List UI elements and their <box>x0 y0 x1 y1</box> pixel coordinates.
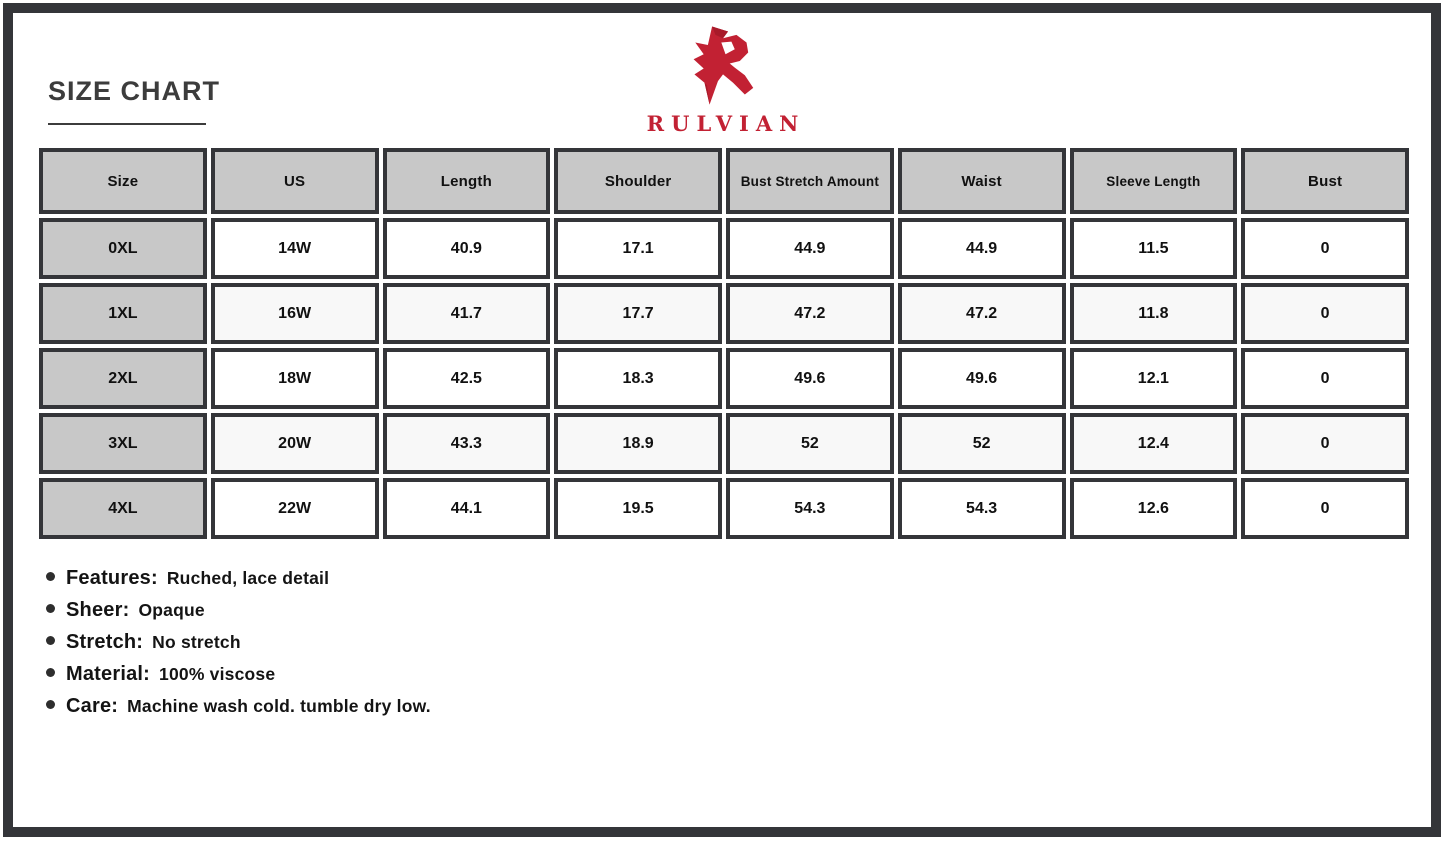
table-row-1xl: 1XL 16W 41.7 17.7 47.2 47.2 11.8 0 <box>39 283 1409 344</box>
table-row-4xl: 4XL 22W 44.1 19.5 54.3 54.3 12.6 0 <box>39 478 1409 539</box>
column-header-length: Length <box>382 148 551 214</box>
detail-item: Sheer: Opaque <box>46 598 431 622</box>
size-label-cell: 1XL <box>39 283 207 344</box>
detail-label: Sheer: <box>66 598 130 621</box>
detail-label: Material: <box>66 662 151 685</box>
bullet-dot-icon <box>46 635 55 645</box>
detail-item: Features: Ruched, lace detail <box>46 566 431 590</box>
bullet-dot-icon <box>46 571 55 581</box>
size-label-cell: 4XL <box>39 478 207 539</box>
measurement-cell: 17.7 <box>554 283 722 344</box>
detail-label: Features: <box>66 566 158 589</box>
header-row: Size US Length Shoulder Bust Stretch Amount W… <box>39 148 1409 214</box>
table-row-2xl: 2XL 18W 42.5 18.3 49.6 49.6 12.1 0 <box>39 348 1409 409</box>
measurement-cell: 12.4 <box>1069 413 1238 474</box>
detail-value: Ruched, lace detail <box>166 567 330 588</box>
measurement-cell: 47.2 <box>897 283 1066 344</box>
measurement-cell: 0 <box>1241 283 1409 344</box>
measurement-cell: 0 <box>1241 413 1409 474</box>
measurement-cell: 18.3 <box>554 348 722 409</box>
title-underline <box>48 123 206 125</box>
measurement-cell: 20W <box>210 413 379 474</box>
product-details-list: Features: Ruched, lace detail Sheer: Opaque… <box>46 566 431 726</box>
table-row-3xl: 3XL 20W 43.3 18.9 52 52 12.4 0 <box>39 413 1409 474</box>
column-header-waist: Waist <box>897 148 1066 214</box>
measurement-cell: 12.1 <box>1069 348 1238 409</box>
bullet-dot-icon <box>46 603 55 613</box>
measurement-cell: 12.6 <box>1069 478 1238 539</box>
table-header-row: Size US Length Shoulder Bust Stretch Amount W… <box>39 148 1409 214</box>
measurement-cell: 49.6 <box>726 348 894 409</box>
measurement-cell: 54.3 <box>897 478 1066 539</box>
measurement-cell: 42.5 <box>382 348 551 409</box>
column-header-size: Size <box>39 148 207 214</box>
measurement-cell: 52 <box>897 413 1066 474</box>
column-header-shoulder: Shoulder <box>554 148 722 214</box>
detail-value: Machine wash cold. tumble dry low. <box>127 695 431 716</box>
measurement-cell: 19.5 <box>554 478 722 539</box>
brand-name: RULVIAN <box>646 111 806 136</box>
detail-label: Stretch: <box>66 630 144 653</box>
detail-item: Material: 100% viscose <box>46 662 431 686</box>
size-label-cell: 3XL <box>39 413 207 474</box>
measurement-cell: 16W <box>210 283 379 344</box>
measurement-cell: 18W <box>210 348 379 409</box>
table-row-0xl: 0XL 14W 40.9 17.1 44.9 44.9 11.5 0 <box>39 218 1409 279</box>
measurement-cell: 22W <box>210 478 379 539</box>
column-header-us: US <box>210 148 379 214</box>
size-chart-table: Size US Length Shoulder Bust Stretch Amount W… <box>35 144 1413 543</box>
detail-value: Opaque <box>138 599 205 620</box>
page-title: SIZE CHART <box>48 76 220 106</box>
measurement-cell: 54.3 <box>726 478 894 539</box>
measurement-cell: 44.9 <box>726 218 894 279</box>
detail-item: Care: Machine wash cold. tumble dry low. <box>46 694 431 718</box>
measurement-cell: 40.9 <box>382 218 551 279</box>
bullet-dot-icon <box>46 699 55 709</box>
measurement-cell: 52 <box>726 413 894 474</box>
size-label-cell: 0XL <box>39 218 207 279</box>
measurement-cell: 18.9 <box>554 413 722 474</box>
detail-value: No stretch <box>152 631 241 652</box>
measurement-cell: 0 <box>1241 218 1409 279</box>
measurement-cell: 0 <box>1241 348 1409 409</box>
table-body: 0XL 14W 40.9 17.1 44.9 44.9 11.5 0 1XL 16W 41.7 17.… <box>39 218 1409 539</box>
detail-item: Stretch: No stretch <box>46 630 431 654</box>
measurement-cell: 11.5 <box>1069 218 1238 279</box>
measurement-cell: 47.2 <box>726 283 894 344</box>
measurement-cell: 44.9 <box>897 218 1066 279</box>
measurement-cell: 11.8 <box>1069 283 1238 344</box>
brand-logo: RULVIAN <box>0 24 1445 136</box>
measurement-cell: 44.1 <box>382 478 551 539</box>
measurement-cell: 14W <box>210 218 379 279</box>
column-header-bust: Bust <box>1241 148 1409 214</box>
measurement-cell: 49.6 <box>897 348 1066 409</box>
detail-label: Care: <box>66 694 119 717</box>
angular-r-logo-icon <box>693 26 753 105</box>
measurement-cell: 43.3 <box>382 413 551 474</box>
column-header-bust-stretch-amount: Bust Stretch Amount <box>726 148 894 214</box>
measurement-cell: 17.1 <box>554 218 722 279</box>
detail-value: 100% viscose <box>159 663 276 684</box>
bullet-dot-icon <box>46 667 55 677</box>
size-label-cell: 2XL <box>39 348 207 409</box>
column-header-sleeve-length: Sleeve Length <box>1069 148 1238 214</box>
measurement-cell: 0 <box>1241 478 1409 539</box>
measurement-cell: 41.7 <box>382 283 551 344</box>
